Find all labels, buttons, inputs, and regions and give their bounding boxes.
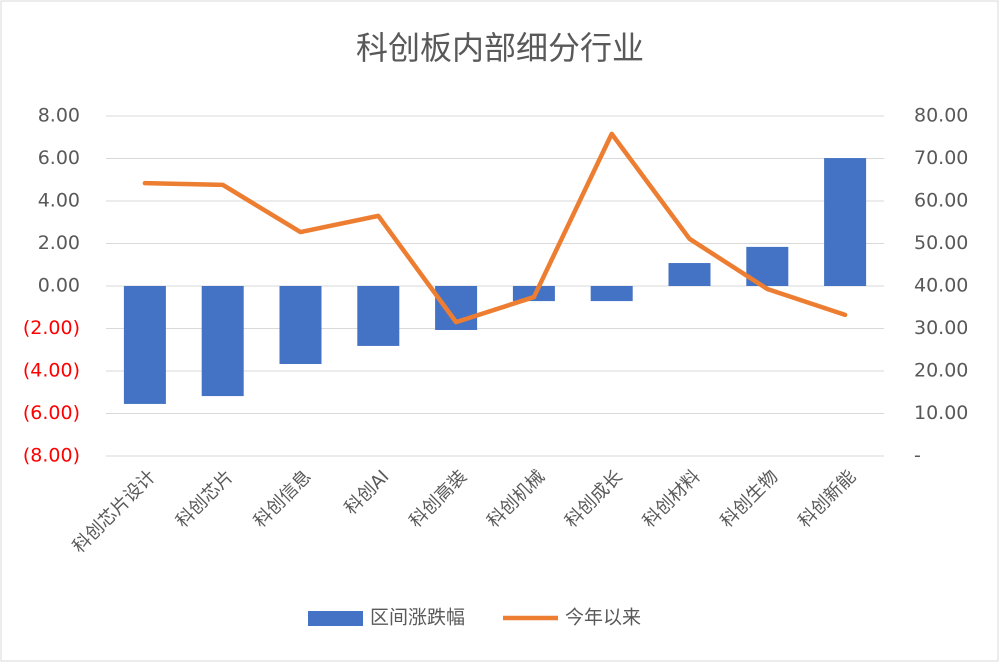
y-tick-label: (8.00) xyxy=(23,445,80,467)
bar xyxy=(279,286,322,364)
legend-swatch xyxy=(308,611,363,626)
line xyxy=(142,131,848,325)
legend-label: 今年以来 xyxy=(565,607,641,629)
bar xyxy=(201,286,244,397)
y2-tick-label: 60.00 xyxy=(914,190,968,212)
y-tick-label: 6.00 xyxy=(38,147,80,169)
bar xyxy=(123,286,166,404)
y-tick-label: (4.00) xyxy=(23,360,80,382)
bar xyxy=(668,263,711,286)
y2-tick-label: 20.00 xyxy=(914,360,968,382)
y-tick-label: 2.00 xyxy=(38,232,80,254)
y2-tick-label: 30.00 xyxy=(914,317,968,339)
legend-label: 区间涨跌幅 xyxy=(370,607,465,629)
bar xyxy=(357,286,400,346)
bar xyxy=(590,286,633,302)
y-tick-label: 0.00 xyxy=(38,275,80,297)
bar xyxy=(824,158,867,286)
y2-tick-label: - xyxy=(914,445,921,467)
y2-tick-label: 80.00 xyxy=(914,105,968,127)
y2-tick-label: 70.00 xyxy=(914,147,968,169)
y-tick-label: 8.00 xyxy=(38,105,80,127)
y2-tick-label: 10.00 xyxy=(914,402,968,424)
y2-tick-label: 50.00 xyxy=(914,232,968,254)
chart-title: 科创板内部细分行业 xyxy=(356,29,644,67)
y2-tick-label: 40.00 xyxy=(914,275,968,297)
y-tick-label: (6.00) xyxy=(23,402,80,424)
y-tick-label: (2.00) xyxy=(23,317,80,339)
y-tick-label: 4.00 xyxy=(38,190,80,212)
